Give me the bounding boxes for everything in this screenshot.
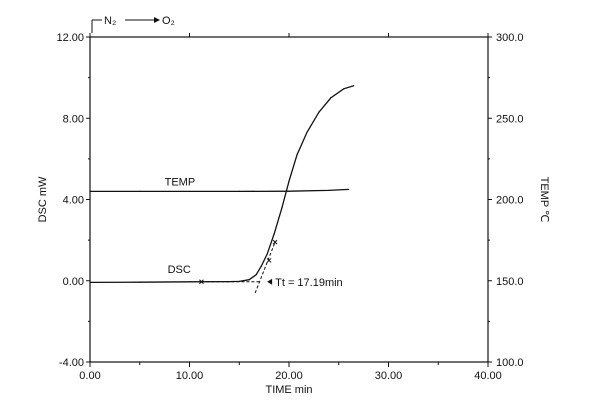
y-left-tick-label: 12.00	[56, 32, 84, 44]
data-point-temp	[139, 190, 141, 192]
chart-ticks	[86, 33, 492, 367]
data-point-dsc	[248, 279, 250, 281]
tt-arrowhead	[267, 278, 273, 285]
tangent-line	[254, 241, 276, 294]
data-point-dsc	[281, 207, 283, 209]
y-left-tick-label: -4.00	[59, 357, 84, 369]
data-point-dsc	[255, 274, 257, 276]
data-point-dsc	[188, 281, 191, 283]
plot-frame	[89, 36, 489, 363]
y-left-tick-label: 0.00	[63, 276, 84, 288]
y-left-axis-title: DSC mW	[37, 176, 49, 222]
y-right-tick-label: 300.0	[496, 32, 524, 44]
tt-annotation-label: Tt = 17.19min	[275, 277, 343, 289]
data-point-dsc	[139, 281, 141, 283]
data-point-dsc	[288, 180, 290, 182]
series-label-temp: TEMP	[165, 176, 196, 188]
data-point-temp	[89, 190, 91, 192]
y-right-axis-title: TEMP ℃	[538, 177, 550, 223]
y-left-tick-label: 4.00	[63, 195, 84, 207]
data-point-temp	[348, 188, 350, 191]
series-label-dsc: DSC	[168, 264, 191, 276]
data-point-dsc	[296, 154, 298, 156]
x-tick-label: 30.00	[375, 370, 403, 382]
data-point-dsc	[260, 265, 262, 268]
data-point-dsc	[353, 85, 355, 87]
chart-labels: 0.00 10.00 20.00 30.00 40.00-4.000.004.008.0…	[37, 15, 550, 396]
x-tick-label: 10.00	[176, 370, 204, 382]
data-point-dsc	[318, 111, 320, 113]
data-point-dsc	[273, 233, 275, 235]
data-point-temp	[328, 189, 330, 191]
x-axis-title: TIME min	[265, 384, 312, 396]
data-point-dsc	[266, 253, 268, 255]
x-tick-label: 0.00	[79, 370, 100, 382]
data-point-dsc	[330, 97, 332, 99]
chart-series	[89, 85, 355, 294]
data-point-temp	[238, 190, 240, 192]
y-right-tick-label: 200.0	[496, 195, 524, 207]
x-tick-label: 20.00	[275, 370, 303, 382]
gas-switch-arrowhead	[154, 17, 160, 23]
annotation-marker	[266, 258, 272, 263]
x-tick-label: 40.00	[474, 370, 502, 382]
chart-axes	[89, 17, 489, 363]
gas-to-label: O₂	[162, 15, 175, 27]
y-right-tick-label: 150.0	[496, 276, 524, 288]
data-point-dsc	[306, 131, 308, 134]
series-line-dsc	[89, 85, 354, 284]
data-point-dsc	[89, 281, 91, 283]
gas-from-label: N₂	[104, 15, 116, 27]
annotation-marker	[272, 239, 278, 245]
y-left-tick-label: 8.00	[63, 113, 84, 125]
data-point-temp	[288, 190, 290, 192]
series-line-temp	[90, 188, 349, 193]
y-right-tick-label: 100.0	[496, 357, 524, 369]
data-point-temp	[188, 190, 191, 192]
y-right-tick-label: 250.0	[496, 113, 524, 125]
annotation-marker	[199, 279, 204, 285]
data-point-dsc	[343, 88, 345, 90]
